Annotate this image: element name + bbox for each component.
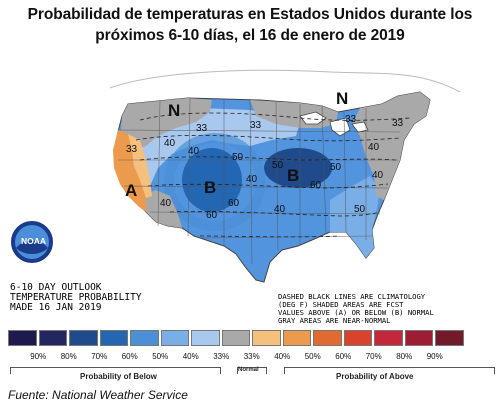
contour-label: 40 <box>160 198 172 209</box>
legend-percent: 40% <box>182 352 199 361</box>
gray-near-normal-northeast <box>352 92 430 200</box>
contour-label: 40 <box>188 146 200 157</box>
chart-title: Probabilidad de temperaturas en Estados … <box>0 4 500 46</box>
map-note: (DEG F) SHADED AREAS ARE FCST <box>278 300 404 309</box>
light-blue-region-southeast <box>330 176 380 258</box>
legend-percent: 60% <box>335 352 352 361</box>
legend-percent: 50% <box>152 352 169 361</box>
contour-label: 40 <box>274 204 286 215</box>
contour-label: 50 <box>232 152 244 163</box>
legend-percent: 50% <box>304 352 321 361</box>
legend-swatch <box>343 330 372 346</box>
legend-percents: 90% 80% 70% 60% 50% 40% 33% 33% 40% 50% 60% 70% 80% 9… <box>23 352 450 361</box>
climatology-dashed-lines <box>135 112 411 238</box>
canada-border-line <box>109 69 461 93</box>
contour-label: 50 <box>272 160 284 171</box>
legend-swatch <box>69 330 98 346</box>
legend-swatch <box>99 330 128 346</box>
legend-swatch <box>404 330 433 346</box>
above-normal-letter: A <box>125 181 137 200</box>
outlook-label: TEMPERATURE PROBABILITY <box>10 292 142 303</box>
great-lakes <box>299 111 369 137</box>
contour-label: 33 <box>345 114 357 125</box>
noaa-logo-text: NOAA <box>21 236 46 246</box>
probability-legend: 90% 80% 70% 60% 50% 40% 33% 33% 40% 50% 60% 70% 80% 9… <box>8 330 495 386</box>
legend-percent: 80% <box>396 352 413 361</box>
contour-label: 60 <box>310 180 322 191</box>
orange-above-normal-west-coast <box>113 130 146 212</box>
normal-caption: Normal <box>238 367 259 373</box>
contour-label: 60 <box>228 198 240 209</box>
contour-label: 33 <box>250 120 262 131</box>
above-bracket <box>284 367 495 374</box>
gray-near-normal-southwest <box>140 190 182 228</box>
contour-label: 50 <box>354 204 366 215</box>
dark-blue-core-central <box>182 148 242 212</box>
legend-swatch <box>130 330 159 346</box>
below-normal-letter-midwest: B <box>287 166 299 185</box>
legend-swatch <box>435 330 464 346</box>
legend-swatch <box>374 330 403 346</box>
legend-percent: 80% <box>60 352 77 361</box>
legend-swatch <box>282 330 311 346</box>
below-caption: Probability of Below <box>80 372 157 381</box>
noaa-logo: NOAA <box>9 219 55 265</box>
legend-percent: 90% <box>30 352 47 361</box>
below-bracket <box>10 367 221 374</box>
legend-swatch <box>252 330 281 346</box>
below-normal-letter-central: B <box>204 178 216 197</box>
above-caption: Probability of Above <box>336 372 414 381</box>
legend-swatch <box>191 330 220 346</box>
mid-blue-ring-central <box>164 133 266 231</box>
legend-swatch <box>160 330 189 346</box>
legend-percent: 60% <box>121 352 138 361</box>
gray-near-normal-northwest <box>120 98 212 150</box>
contour-label: 40 <box>164 138 176 149</box>
source-caption: Fuente: National Weather Service <box>8 388 188 402</box>
outlook-label: MADE 16 JAN 2019 <box>10 302 102 313</box>
legend-percent: 90% <box>426 352 443 361</box>
legend-swatch <box>38 330 67 346</box>
contour-label: 40 <box>246 174 258 185</box>
contour-label: 33 <box>196 123 208 134</box>
title-line-2: próximos 6-10 días, el 16 de enero de 20… <box>95 27 405 44</box>
contour-label: 40 <box>368 142 380 153</box>
map-note: GRAY AREAS ARE NEAR-NORMAL <box>278 316 391 325</box>
legend-swatch <box>313 330 342 346</box>
legend-percent: 33% <box>213 352 230 361</box>
near-normal-letter-northeast: N <box>336 89 348 108</box>
legend-percent: 70% <box>91 352 108 361</box>
near-normal-letter-northwest: N <box>168 101 180 120</box>
legend-swatch <box>8 330 37 346</box>
light-orange-above-normal <box>128 134 152 198</box>
legend-percent: 40% <box>274 352 291 361</box>
contour-label: 33 <box>392 118 404 129</box>
contour-label: 60 <box>206 210 218 221</box>
light-blue-region-northwest <box>124 108 300 206</box>
contour-label: 50 <box>330 162 342 173</box>
dark-blue-core-midwest <box>264 148 332 188</box>
legend-swatch <box>221 330 250 346</box>
outlook-label: 6-10 DAY OUTLOOK <box>10 282 102 293</box>
map-note: VALUES ABOVE (A) OR BELOW (B) NORMAL <box>278 308 434 317</box>
title-line-1: Probabilidad de temperaturas en Estados … <box>27 6 473 23</box>
legend-percent: 70% <box>365 352 382 361</box>
contour-label: 40 <box>372 170 384 181</box>
legend-swatches <box>8 330 466 346</box>
contour-label: 33 <box>126 144 138 155</box>
map-note: DASHED BLACK LINES ARE CLIMATOLOGY <box>278 292 426 301</box>
temperature-outlook-map: N N A B B 33 40 33 40 50 40 50 60 33 40 … <box>9 69 461 325</box>
normal-bracket <box>237 367 267 374</box>
legend-percent: 33% <box>243 352 260 361</box>
